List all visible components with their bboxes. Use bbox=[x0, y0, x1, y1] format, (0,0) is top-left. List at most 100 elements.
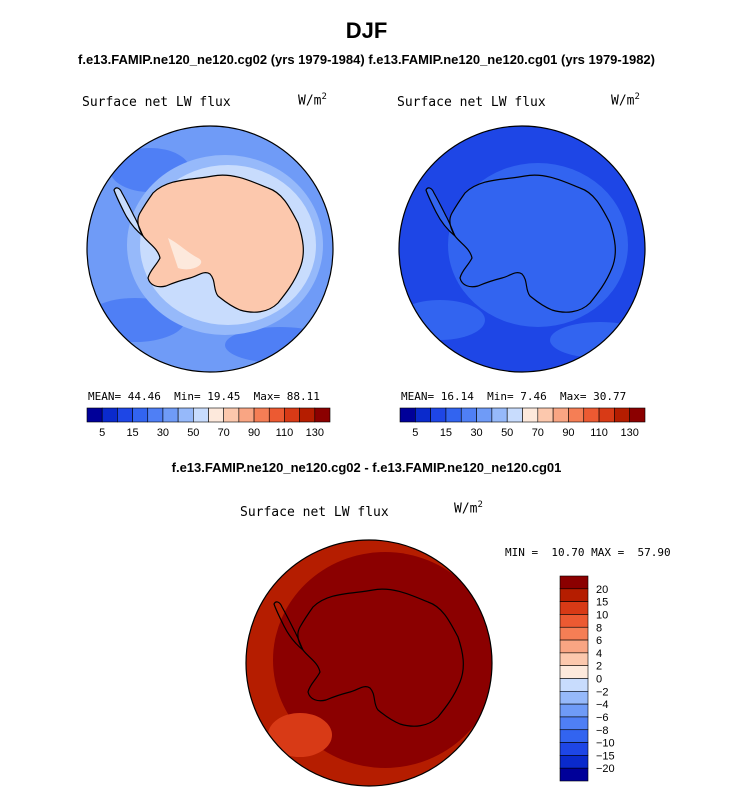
difference-map bbox=[246, 540, 492, 786]
diff-colorbar-tick-label: −8 bbox=[596, 725, 609, 737]
diff-colorbar-swatch bbox=[559, 665, 589, 679]
right-colorbar-swatch bbox=[629, 407, 646, 423]
diff-colorbar-swatch bbox=[559, 691, 589, 705]
left-colorbar-tick-label: 70 bbox=[218, 427, 230, 439]
right-colorbar-swatch bbox=[614, 407, 630, 423]
diff-colorbar-swatch bbox=[559, 767, 589, 782]
right-panel-title: Surface net LW flux bbox=[397, 95, 546, 110]
diff-colorbar-swatch bbox=[559, 716, 589, 731]
right-colorbar-swatch bbox=[460, 407, 477, 423]
diff-colorbar-tick-label: 4 bbox=[596, 648, 602, 660]
diff-colorbar-tick-label: 2 bbox=[596, 661, 602, 673]
right-colorbar-swatch bbox=[476, 407, 493, 423]
diff-colorbar-swatch bbox=[559, 729, 589, 743]
diff-colorbar-swatch bbox=[559, 703, 589, 718]
diff-colorbar-tick-label: −4 bbox=[596, 699, 609, 711]
diff-colorbar-tick-label: 8 bbox=[596, 622, 602, 634]
diff-colorbar-swatch bbox=[559, 742, 589, 756]
right-colorbar-swatch bbox=[430, 407, 447, 423]
case-b-name: f.e13.FAMIP.ne120_ne120.cg01 (yrs 1979-1… bbox=[368, 52, 655, 67]
right-colorbar-tick-label: 30 bbox=[470, 427, 482, 439]
right-colorbar-swatch bbox=[415, 407, 431, 423]
case-a-name: f.e13.FAMIP.ne120_ne120.cg02 (yrs 1979-1… bbox=[78, 52, 365, 67]
left-colorbar-swatch bbox=[86, 407, 103, 423]
left-colorbar-swatch bbox=[208, 407, 224, 423]
figure-title: DJF bbox=[345, 18, 388, 43]
diff-colorbar-tick-label: −2 bbox=[596, 686, 609, 698]
right-panel-units: W/m2 bbox=[611, 92, 640, 109]
diff-colorbar-swatch bbox=[559, 626, 589, 641]
right-colorbar-swatch bbox=[522, 407, 539, 423]
left-colorbar-tick-label: 30 bbox=[157, 427, 169, 439]
diff-colorbar-tick-label: −20 bbox=[596, 763, 615, 775]
left-colorbar: 5 15 30 50 70 90 110 130 bbox=[86, 407, 331, 439]
diff-colorbar-swatch bbox=[559, 755, 589, 769]
left-colorbar-tick-label: 130 bbox=[306, 427, 324, 439]
left-colorbar-swatch bbox=[162, 407, 179, 423]
left-colorbar-swatch bbox=[268, 407, 285, 423]
diff-colorbar-tick-label: 10 bbox=[596, 609, 608, 621]
right-colorbar: 5 15 30 50 70 90 110 130 bbox=[399, 407, 646, 439]
diff-colorbar-swatch bbox=[559, 652, 589, 666]
left-colorbar-tick-label: 110 bbox=[276, 427, 294, 439]
diff-panel-units: W/m2 bbox=[454, 500, 483, 517]
left-colorbar-swatch bbox=[223, 407, 240, 423]
left-colorbar-swatch bbox=[117, 407, 133, 423]
diff-colorbar-tick-label: −15 bbox=[596, 750, 615, 762]
left-panel-units: W/m2 bbox=[298, 92, 327, 109]
right-colorbar-swatch bbox=[537, 407, 554, 423]
left-map-border bbox=[86, 125, 334, 373]
right-colorbar-swatch bbox=[583, 407, 600, 423]
left-colorbar-tick-label: 5 bbox=[99, 427, 105, 439]
left-colorbar-swatch bbox=[299, 407, 316, 423]
right-colorbar-swatch bbox=[506, 407, 523, 423]
right-colorbar-swatch bbox=[399, 407, 416, 423]
right-colorbar-tick-label: 90 bbox=[562, 427, 574, 439]
left-colorbar-tick-label: 15 bbox=[126, 427, 138, 439]
right-stats: MEAN= 16.14 Min= 7.46 Max= 30.77 bbox=[401, 390, 627, 403]
left-colorbar-swatch bbox=[132, 407, 149, 423]
right-colorbar-tick-label: 110 bbox=[590, 427, 608, 439]
right-colorbar-swatch bbox=[552, 407, 569, 423]
diff-colorbar-swatch bbox=[559, 575, 589, 590]
left-colorbar-tick-label: 90 bbox=[248, 427, 260, 439]
diff-colorbar-tick-label: 6 bbox=[596, 635, 602, 647]
left-colorbar-swatch bbox=[238, 407, 255, 423]
diff-colorbar-tick-label: 20 bbox=[596, 584, 608, 596]
right-colorbar-tick-label: 70 bbox=[532, 427, 544, 439]
right-colorbar-tick-label: 130 bbox=[621, 427, 639, 439]
left-colorbar-swatch bbox=[314, 407, 331, 423]
diff-colorbar-swatch bbox=[559, 614, 589, 628]
diff-colorbar-tick-label: −10 bbox=[596, 738, 615, 750]
diff-colorbar-tick-label: 0 bbox=[596, 674, 602, 686]
left-colorbar-tick-label: 50 bbox=[187, 427, 199, 439]
right-colorbar-tick-label: 5 bbox=[412, 427, 418, 439]
diff-colorbar-tick-label: −6 bbox=[596, 712, 609, 724]
left-colorbar-swatch bbox=[253, 407, 270, 423]
right-colorbar-tick-label: 15 bbox=[440, 427, 452, 439]
left-map bbox=[87, 126, 333, 372]
left-colorbar-swatch bbox=[147, 407, 164, 423]
diff-panel-title: Surface net LW flux bbox=[240, 505, 389, 520]
diff-colorbar-swatch bbox=[559, 588, 589, 602]
diff-colorbar-swatch bbox=[559, 678, 589, 692]
left-colorbar-swatch bbox=[193, 407, 209, 423]
difference-map-border bbox=[245, 539, 493, 787]
left-colorbar-swatch bbox=[284, 407, 300, 423]
right-colorbar-tick-label: 50 bbox=[501, 427, 513, 439]
left-colorbar-swatch bbox=[177, 407, 194, 423]
diff-colorbar-swatch bbox=[559, 601, 589, 615]
right-colorbar-swatch bbox=[445, 407, 462, 423]
left-stats: MEAN= 44.46 Min= 19.45 Max= 88.11 bbox=[88, 390, 320, 403]
diff-colorbar-tick-label: 15 bbox=[596, 597, 608, 609]
difference-title: f.e13.FAMIP.ne120_ne120.cg02 - f.e13.FAM… bbox=[171, 460, 562, 475]
right-map-border bbox=[398, 125, 646, 373]
right-colorbar-swatch bbox=[491, 407, 508, 423]
right-colorbar-swatch bbox=[568, 407, 585, 423]
right-colorbar-swatch bbox=[598, 407, 615, 423]
right-map bbox=[399, 126, 645, 372]
left-colorbar-swatch bbox=[101, 407, 118, 423]
case-names: f.e13.FAMIP.ne120_ne120.cg02 (yrs 1979-1… bbox=[0, 52, 733, 67]
